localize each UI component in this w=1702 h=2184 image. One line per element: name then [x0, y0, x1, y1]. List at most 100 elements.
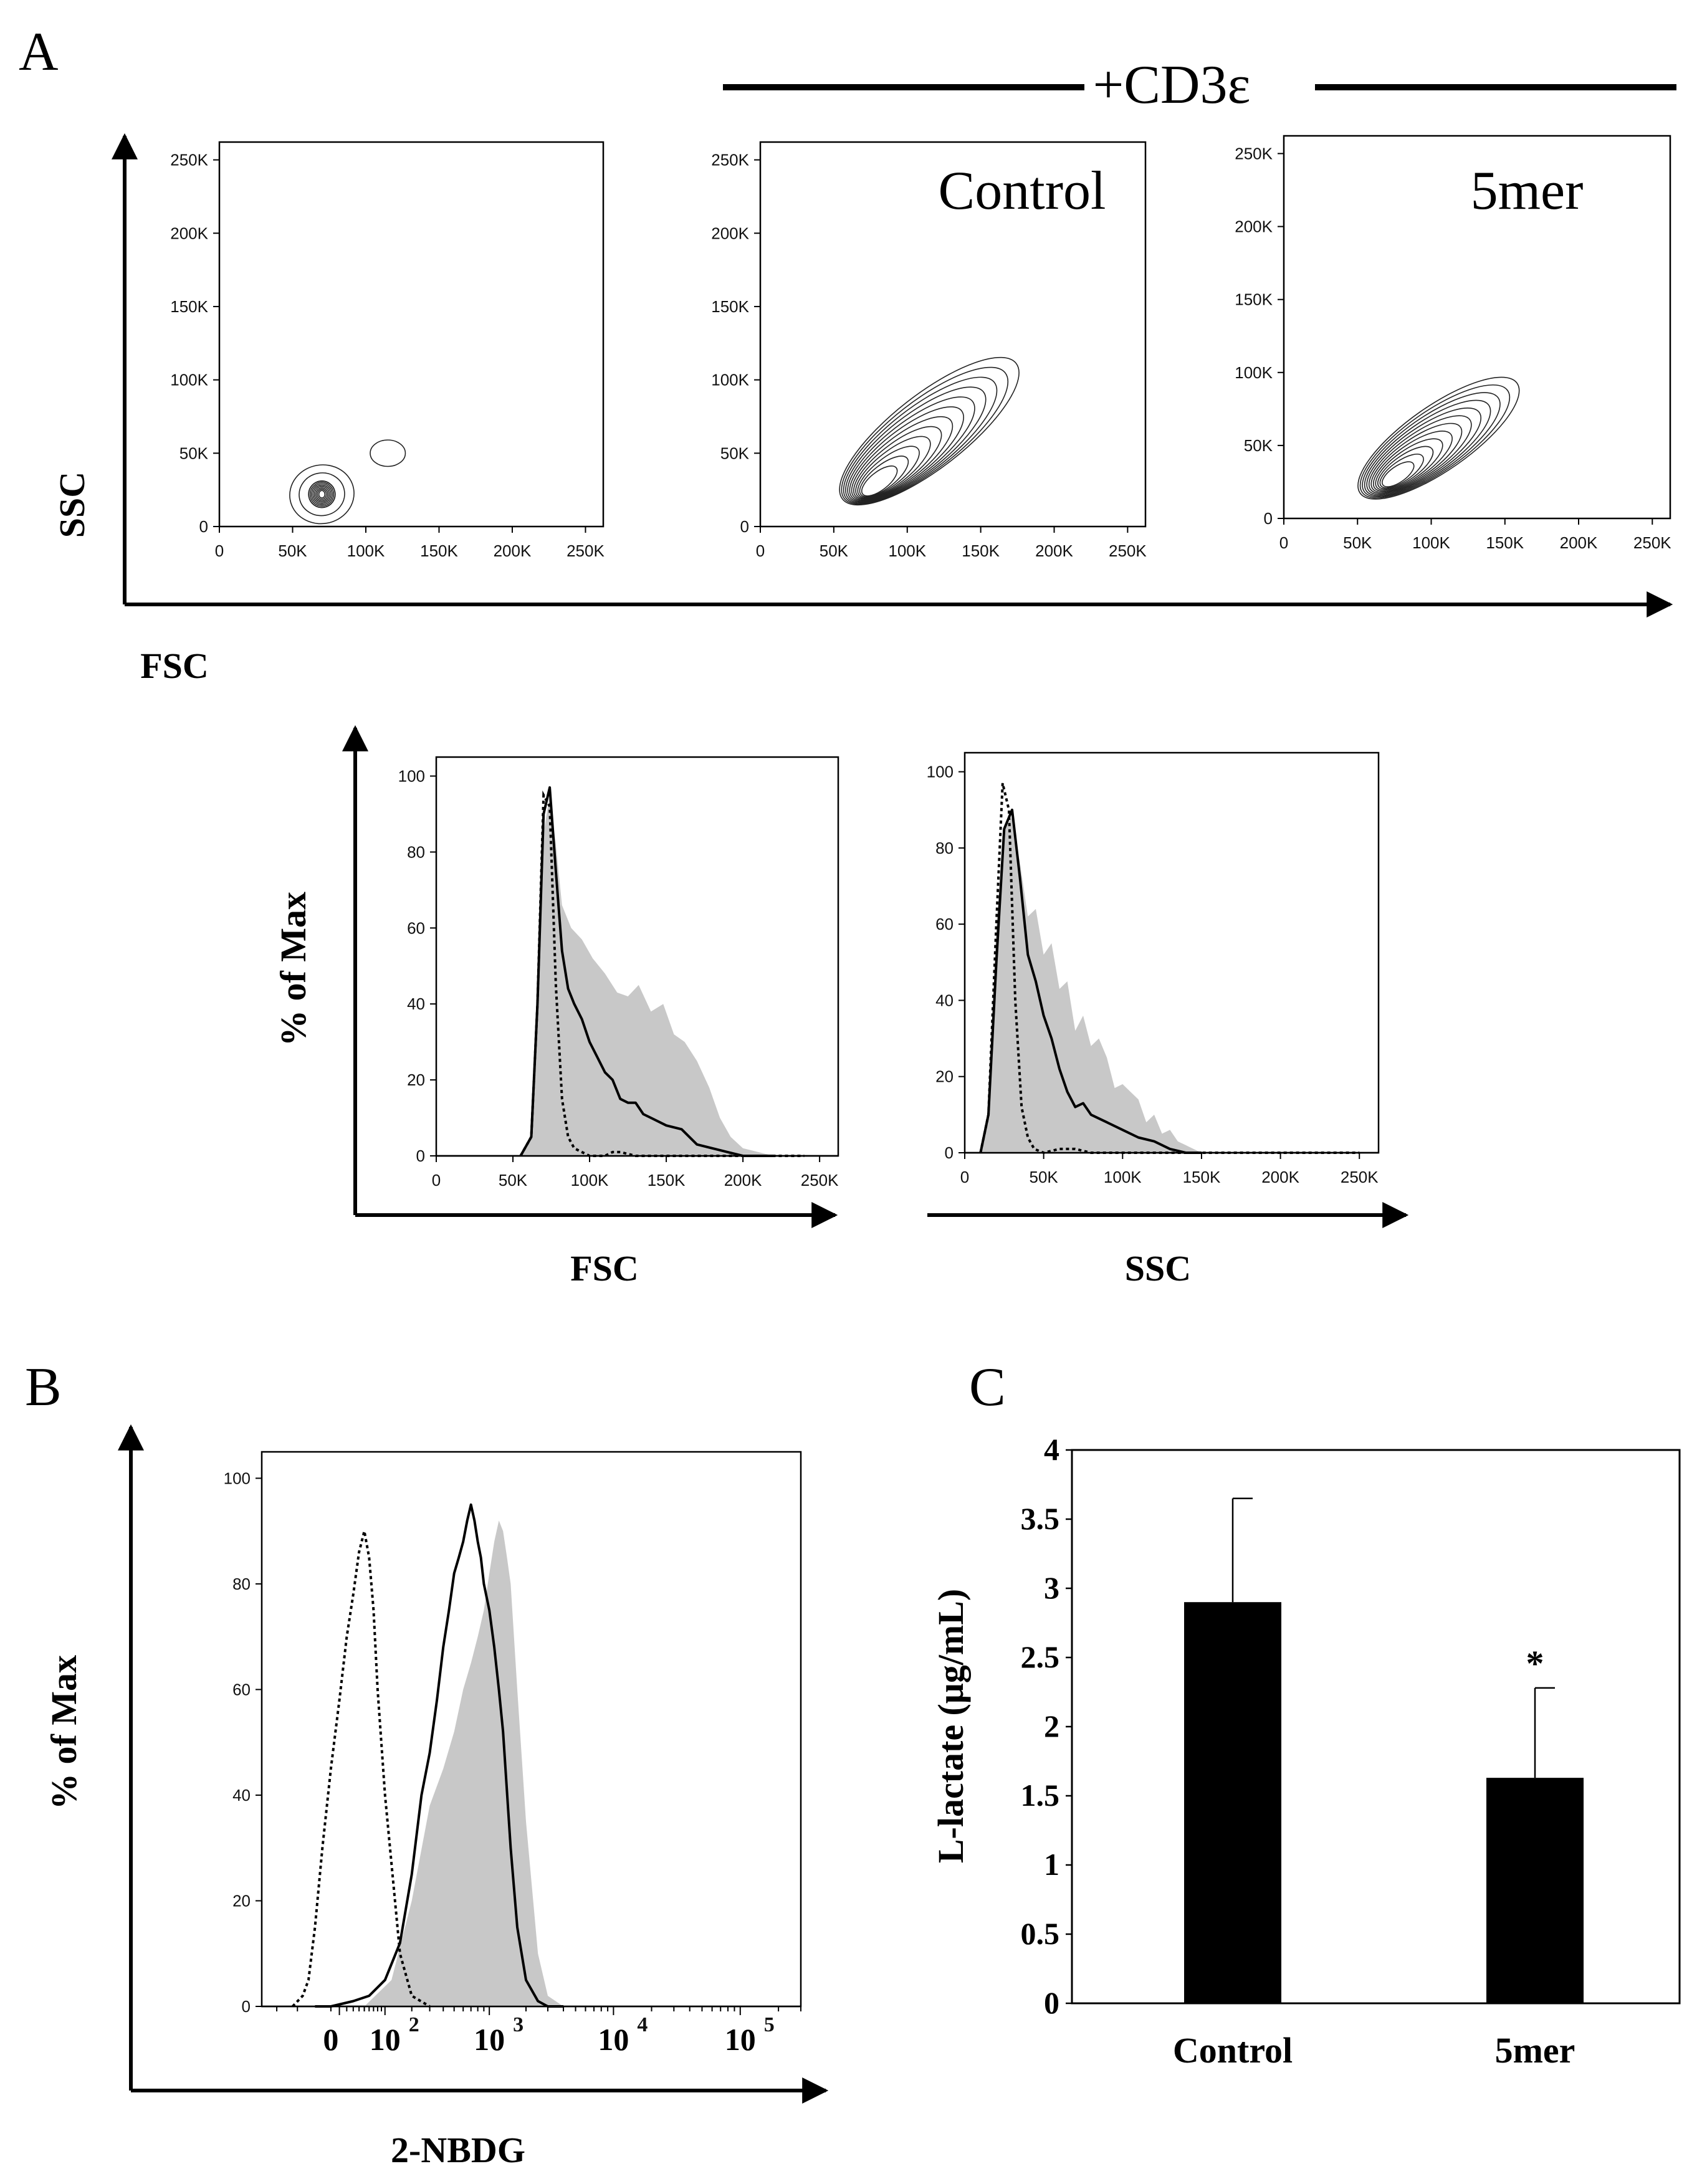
x-tick-exponent: 4 — [637, 2013, 648, 2036]
significance-marker: * — [1526, 1643, 1544, 1684]
y-tick-label: 20 — [935, 1067, 954, 1086]
treatment-header-label: +CD3ε — [1093, 55, 1251, 115]
bar-chart-lactate: 0 0.5 1 1.5 2 2.5 3 3.5 4 Control 5mer * — [1021, 1432, 1681, 2071]
contour-line — [309, 482, 335, 507]
y-tick-label: 100 — [927, 763, 954, 781]
ssc-big-label: SSC — [52, 472, 92, 538]
y-tick-label: 200K — [1235, 217, 1273, 236]
contour-line — [1362, 392, 1501, 498]
contour-line — [851, 416, 954, 501]
histogram-2nbdg: 0 20 40 60 80 100 0 10 2 10 3 10 4 10 5 — [224, 1451, 802, 2057]
hist-series-filled — [520, 795, 805, 1156]
y-tick-label: 100K — [170, 371, 208, 389]
y-tick-label: 0 — [199, 517, 208, 536]
contour-line — [857, 446, 920, 498]
contour-line — [317, 489, 327, 500]
panel-label-a: A — [19, 22, 59, 82]
y-tick-label: 20 — [407, 1071, 425, 1089]
contour-title-control: Control — [939, 161, 1106, 221]
y-tick-label: 40 — [232, 1786, 251, 1805]
contour-line — [847, 396, 975, 502]
y-tick-label: 80 — [232, 1575, 251, 1593]
contour-line — [861, 465, 898, 497]
contour-line — [843, 376, 998, 504]
x-tick-label: 0 — [1279, 533, 1288, 552]
hist-series-filled — [364, 1520, 564, 2006]
x-tick-label: 100K — [1412, 533, 1450, 552]
contour-line — [1370, 422, 1463, 493]
y-tick-label: 20 — [232, 1891, 251, 1910]
hist-fsc-xlabel: FSC — [570, 1248, 639, 1289]
x-tick-label: 10 — [474, 2022, 505, 2057]
contour-line — [312, 484, 332, 504]
contour-line — [841, 366, 1009, 505]
x-tick-label: 10 — [370, 2022, 401, 2057]
hist-series-dotted — [979, 783, 1360, 1155]
contour-line — [1375, 438, 1443, 491]
y-tick-label: 80 — [407, 842, 425, 861]
hist-series-solid — [519, 786, 774, 1157]
contour-frame — [1283, 135, 1671, 520]
x-tick-label: 250K — [801, 1171, 839, 1190]
hist-series-filled — [980, 817, 1218, 1153]
contour-frame — [218, 141, 605, 528]
y-tick-label: 250K — [1235, 144, 1273, 163]
hist-b-ylabel: % of Max — [44, 1655, 84, 1810]
histogram-fsc: 0 20 40 60 80 100 0 50K 100K 150K 200K 250K — [398, 756, 839, 1190]
y-tick-label: 2 — [1044, 1709, 1059, 1743]
x-tick-label: 100K — [1104, 1168, 1142, 1186]
contour-line — [849, 406, 964, 502]
x-tick-label: 200K — [1261, 1168, 1299, 1186]
x-tick-label: 100K — [888, 541, 926, 560]
bar-control — [1184, 1602, 1281, 2003]
x-tick-label: 150K — [1183, 1168, 1221, 1186]
y-tick-label: 100 — [224, 1469, 251, 1487]
y-tick-label: 60 — [935, 915, 954, 933]
contour-line — [1372, 431, 1453, 492]
x-tick-label: 200K — [1560, 533, 1598, 552]
contour-line — [859, 455, 909, 497]
x-tick-label: 200K — [1035, 541, 1073, 560]
contour-line — [845, 386, 987, 503]
x-tick-label: 0 — [432, 1171, 441, 1190]
y-tick-label: 1 — [1044, 1847, 1059, 1882]
x-tick-label: 0 — [756, 541, 765, 560]
contour-line — [1359, 384, 1511, 498]
contour-line — [315, 487, 328, 502]
x-tick-label: 150K — [962, 541, 1000, 560]
x-tick-label: 200K — [494, 541, 532, 560]
contour-plot-control: 0 50K 100K 150K 200K 250K 0 50K 100K 150K 200K 250K — [711, 141, 1147, 560]
contour-line — [1366, 408, 1482, 495]
x-tick-label: 250K — [1633, 533, 1671, 552]
y-tick-label: 200K — [170, 224, 208, 242]
contour-line — [370, 439, 406, 467]
x-tick-label: 200K — [724, 1171, 762, 1190]
y-tick-label: 250K — [711, 151, 749, 169]
y-tick-label: 40 — [407, 994, 425, 1013]
y-tick-label: 0 — [945, 1143, 954, 1162]
x-tick-label: 50K — [278, 541, 307, 560]
contour-line — [308, 480, 336, 508]
y-tick-label: 0 — [242, 1997, 251, 2016]
x-tick-label: 100K — [347, 541, 385, 560]
y-tick-label: 250K — [170, 151, 208, 169]
y-tick-label: 100 — [398, 766, 425, 785]
contour-line — [1382, 461, 1415, 487]
x-tick-label: 100K — [571, 1171, 609, 1190]
contour-line — [1377, 446, 1434, 490]
panel-label-b: B — [25, 1357, 62, 1418]
y-tick-label: 50K — [1244, 436, 1273, 455]
x-tick-label: 10 — [725, 2022, 756, 2057]
histogram-ssc: 0 20 40 60 80 100 0 50K 100K 150K 200K 250K — [927, 751, 1380, 1186]
x-tick-label: 50K — [1030, 1168, 1059, 1186]
y-tick-label: 0 — [740, 517, 749, 536]
x-tick-label: 250K — [1109, 541, 1147, 560]
y-tick-label: 2.5 — [1021, 1639, 1060, 1674]
y-tick-label: 150K — [1235, 290, 1273, 309]
y-tick-label: 150K — [711, 297, 749, 316]
contour-plot-5mer: 0 50K 100K 150K 200K 250K 0 50K 100K 150K 200K 250K — [1235, 135, 1671, 552]
panel-label-c: C — [969, 1357, 1006, 1418]
x-tick-label: 50K — [499, 1171, 528, 1190]
contour-line — [839, 356, 1020, 506]
x-tick-label: 150K — [648, 1171, 686, 1190]
